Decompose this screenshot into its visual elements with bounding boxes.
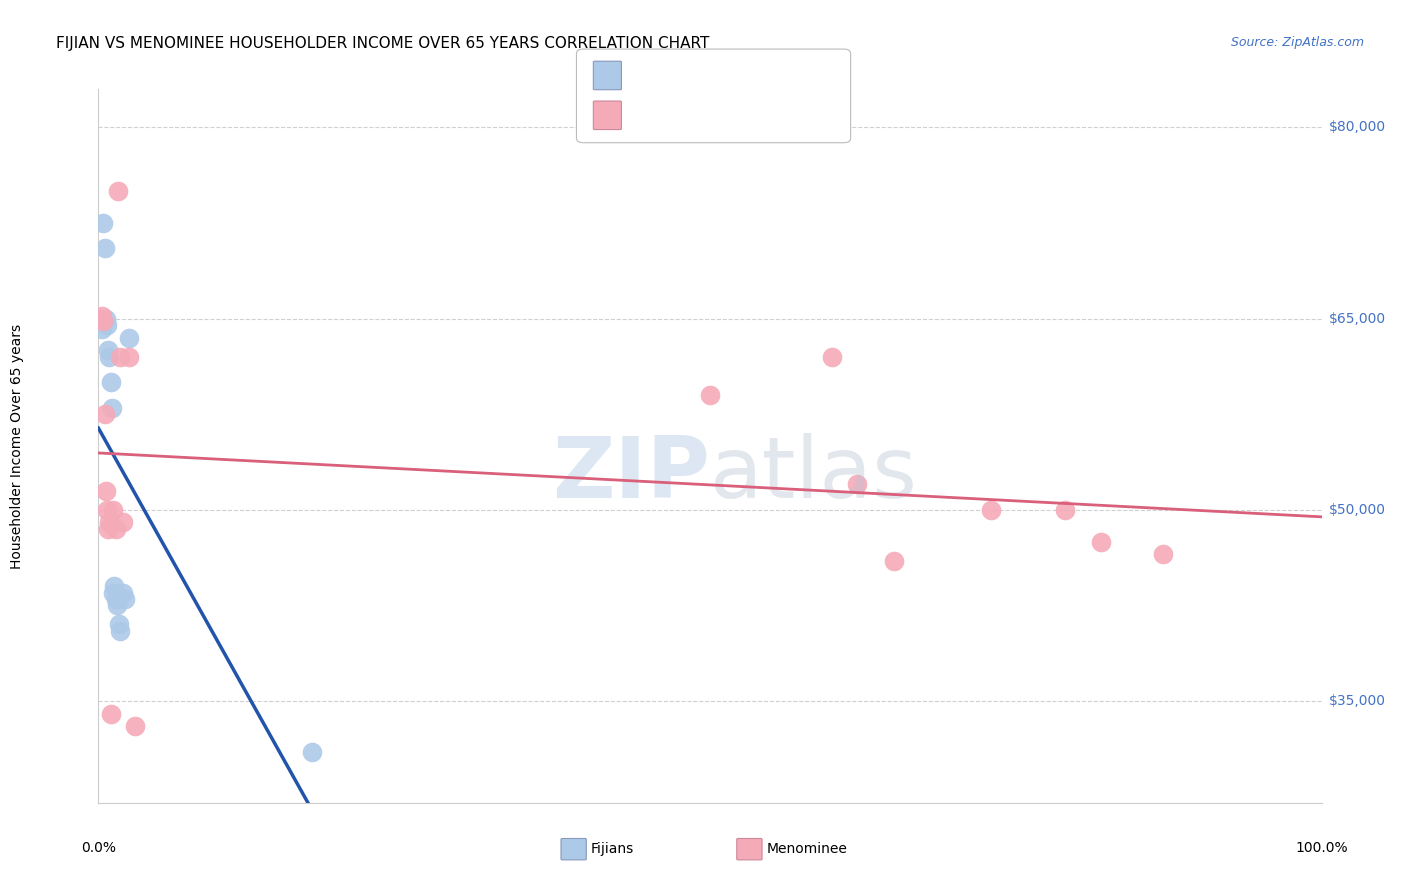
Text: N =: N = — [735, 110, 779, 125]
Text: FIJIAN VS MENOMINEE HOUSEHOLDER INCOME OVER 65 YEARS CORRELATION CHART: FIJIAN VS MENOMINEE HOUSEHOLDER INCOME O… — [56, 36, 710, 51]
Point — [301, 745, 323, 759]
Point — [91, 309, 114, 323]
Point — [110, 624, 132, 638]
Point — [103, 579, 125, 593]
Point — [93, 242, 115, 256]
Point — [98, 516, 121, 530]
Point — [91, 216, 114, 230]
Point — [1053, 502, 1076, 516]
Point — [107, 591, 129, 606]
Text: $35,000: $35,000 — [1329, 694, 1386, 708]
Text: -0.581: -0.581 — [672, 70, 727, 85]
Point — [111, 585, 134, 599]
Point — [124, 719, 146, 733]
Text: ZIP: ZIP — [553, 433, 710, 516]
Point — [111, 516, 134, 530]
Point — [118, 350, 141, 364]
Point — [91, 322, 114, 336]
Point — [100, 706, 122, 721]
Point — [105, 599, 128, 613]
Point — [114, 591, 136, 606]
Point — [104, 591, 127, 606]
Text: Householder Income Over 65 years: Householder Income Over 65 years — [10, 324, 24, 568]
Point — [97, 522, 120, 536]
Text: Source: ZipAtlas.com: Source: ZipAtlas.com — [1230, 36, 1364, 49]
Text: Menominee: Menominee — [766, 842, 848, 856]
Point — [100, 376, 122, 390]
Text: N =: N = — [735, 70, 779, 85]
Text: atlas: atlas — [710, 433, 918, 516]
Text: $50,000: $50,000 — [1329, 503, 1386, 516]
Point — [101, 401, 124, 415]
Point — [821, 350, 844, 364]
Point — [91, 314, 114, 328]
Point — [107, 184, 129, 198]
Text: 100.0%: 100.0% — [1295, 841, 1348, 855]
Point — [1152, 547, 1174, 561]
Point — [97, 343, 120, 358]
Point — [118, 331, 141, 345]
Point — [90, 311, 112, 326]
Point — [699, 388, 721, 402]
Point — [98, 350, 121, 364]
Point — [96, 502, 118, 516]
Text: $80,000: $80,000 — [1329, 120, 1386, 135]
Point — [101, 585, 124, 599]
Text: 20: 20 — [785, 70, 806, 85]
Point — [980, 502, 1002, 516]
Point — [93, 407, 115, 421]
Point — [94, 311, 117, 326]
Point — [94, 483, 117, 498]
Point — [845, 477, 868, 491]
Text: R =: R = — [630, 110, 664, 125]
Text: R =: R = — [630, 70, 664, 85]
Point — [96, 318, 118, 332]
Point — [883, 554, 905, 568]
Text: 24: 24 — [785, 110, 806, 125]
Point — [104, 522, 127, 536]
Point — [108, 617, 131, 632]
Text: 0.250: 0.250 — [672, 110, 725, 125]
Point — [1090, 534, 1112, 549]
Point — [101, 502, 124, 516]
Text: $65,000: $65,000 — [1329, 311, 1386, 326]
Text: Fijians: Fijians — [591, 842, 634, 856]
Text: 0.0%: 0.0% — [82, 841, 115, 855]
Point — [110, 350, 132, 364]
